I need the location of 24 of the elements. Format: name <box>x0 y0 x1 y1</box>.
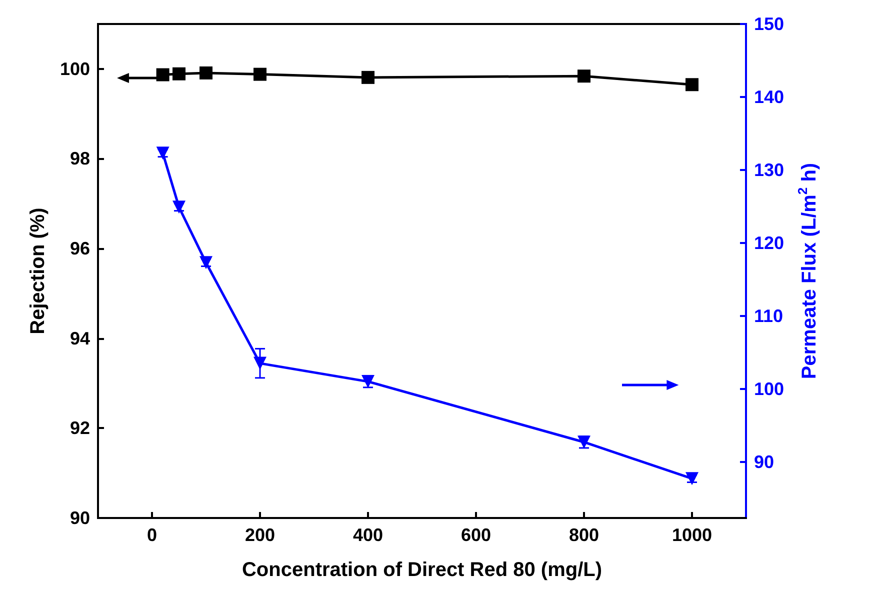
y-tick-label: 96 <box>70 238 90 259</box>
y2-tick-label: 110 <box>754 306 784 326</box>
y-tick-label: 100 <box>60 58 90 79</box>
y2-axis-title: Permeate Flux (L/m2 h) <box>795 162 820 380</box>
y2-tick-label: 130 <box>754 160 784 180</box>
x-tick-label: 200 <box>244 525 276 545</box>
point <box>254 356 266 370</box>
y2-tick-label: 100 <box>754 378 784 399</box>
y2-tick-label: 90 <box>754 452 774 472</box>
x-tick-label: 0 <box>146 525 158 545</box>
y-tick-label: 94 <box>70 328 90 348</box>
y2-tick-label: 120 <box>754 232 784 253</box>
point <box>686 472 698 486</box>
x-tick-label: 800 <box>568 525 600 545</box>
x-axis-title: Concentration of Direct Red 80 (mg/L) <box>242 559 602 581</box>
y-tick-label: 98 <box>70 148 90 169</box>
y-axis-title: Rejection (%) <box>27 208 49 334</box>
y-tick-label: 90 <box>70 508 90 528</box>
y2-tick-label: 140 <box>754 86 784 107</box>
x-tick-label: 600 <box>460 525 492 545</box>
x-tick-label: 400 <box>352 525 384 545</box>
x-tick-label: 1000 <box>672 525 712 545</box>
y2-tick-label: 150 <box>754 14 784 34</box>
y-tick-label: 92 <box>70 418 90 438</box>
